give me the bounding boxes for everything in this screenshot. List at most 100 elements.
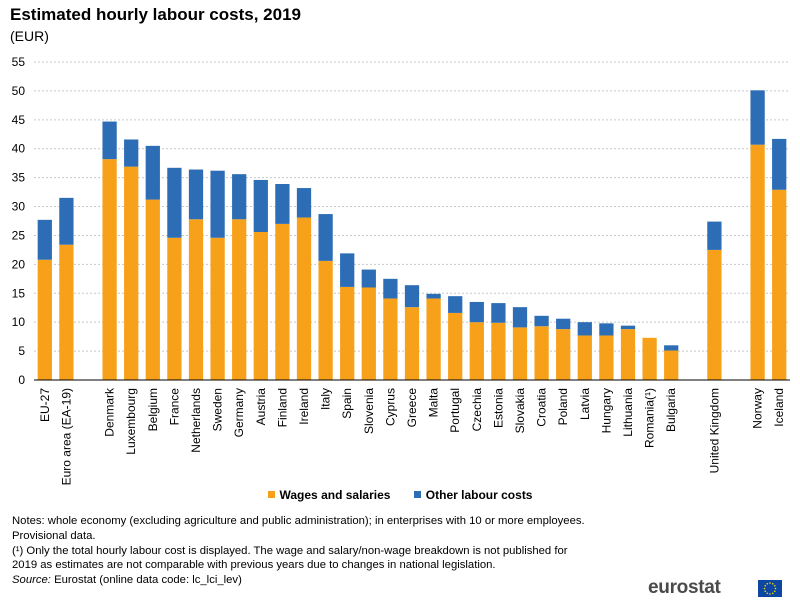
x-tick-label: Bulgaria (664, 388, 678, 432)
bar-other (102, 121, 117, 160)
x-tick-label: Denmark (103, 387, 117, 437)
bar-other (556, 318, 571, 330)
bar-other (383, 278, 398, 299)
x-tick-label: France (167, 388, 181, 426)
legend: Wages and salaries Other labour costs (0, 488, 800, 502)
bar-other (750, 90, 765, 145)
y-tick-label: 10 (12, 315, 26, 329)
bar-wages (102, 159, 117, 380)
chart-subtitle: (EUR) (10, 28, 49, 44)
bar-other (512, 307, 528, 328)
x-tick-label: Spain (340, 388, 354, 419)
source-line: Source: Eurostat (online data code: lc_l… (12, 573, 652, 588)
x-tick-label: Belgium (146, 388, 160, 431)
bar-chart: 0 5 10 15 20 25 30 35 40 45 50 55 EU-27 Euro area (EA… (12, 55, 790, 485)
bar-other (210, 170, 225, 238)
bar-other (340, 253, 355, 287)
bar-other (59, 197, 74, 245)
bar-wages (750, 144, 765, 380)
y-tick-label: 25 (12, 228, 26, 242)
logo-text: eurostat (648, 577, 721, 598)
x-tick-label: Luxembourg (124, 388, 138, 455)
x-tick-label: Portugal (448, 388, 462, 433)
bar-wages (404, 307, 420, 380)
bar-other (620, 325, 636, 330)
legend-item-wages: Wages and salaries (267, 488, 391, 502)
x-tick-label: Slovenia (362, 388, 376, 434)
bar-wages (534, 326, 549, 380)
bar-other (448, 296, 463, 313)
bar-other (599, 323, 614, 336)
bar-wages (275, 223, 290, 380)
bar-other (167, 167, 182, 238)
x-tick-label: Latvia (578, 388, 592, 420)
bar-wages (707, 249, 722, 380)
bar-other (37, 219, 52, 260)
legend-label-wages: Wages and salaries (279, 488, 391, 502)
x-tick-label: Greece (405, 388, 419, 428)
bar-other (664, 345, 679, 351)
eurostat-logo: eurostat (648, 577, 788, 599)
x-tick-label: Norway (751, 388, 765, 429)
bar-other (145, 145, 160, 200)
x-tick-label: Lithuania (621, 388, 635, 437)
x-tick-label: Estonia (491, 388, 505, 428)
x-tick-label: Romania(¹) (643, 388, 657, 448)
note-line-4: 2019 as estimates are not comparable wit… (12, 559, 496, 572)
bar-other (404, 285, 420, 308)
x-tick-label: Hungary (599, 388, 613, 433)
note-line-3: (¹) Only the total hourly labour cost is… (12, 544, 568, 557)
bar-wages (124, 166, 139, 380)
y-tick-label: 15 (12, 286, 26, 300)
eu-flag-icon (758, 580, 782, 597)
bar-other (577, 322, 592, 336)
bar-other (491, 303, 506, 323)
x-tick-label: Czechia (470, 388, 484, 432)
x-tick-label: Italy (319, 388, 333, 410)
bar-wages (383, 298, 398, 380)
x-tick-label: EU-27 (38, 388, 52, 422)
notes: Notes: whole economy (excluding agricult… (12, 514, 652, 588)
bar-wages (772, 189, 787, 380)
bar-other (232, 174, 247, 220)
legend-item-other: Other labour costs (413, 488, 532, 502)
bar-other (534, 315, 549, 327)
bar-other (707, 221, 722, 250)
y-tick-label: 55 (12, 55, 26, 69)
bar-other (188, 169, 204, 220)
x-tick-label: Poland (556, 388, 570, 425)
source-label: Source: (12, 574, 51, 587)
x-tick-label: Netherlands (189, 388, 203, 453)
x-tick-label: Sweden (211, 388, 225, 431)
bar-wages (361, 287, 376, 380)
y-tick-label: 20 (12, 257, 26, 271)
bar-other (253, 179, 268, 232)
bar-wages (426, 298, 441, 380)
bar-wages (620, 329, 636, 380)
x-tick-label: Cyprus (383, 388, 397, 426)
x-tick-label: Austria (254, 388, 268, 426)
legend-swatch-other (413, 491, 421, 499)
y-tick-label: 40 (12, 142, 26, 156)
bar-wages (340, 286, 355, 380)
bar-wages (59, 244, 74, 380)
bar-wages (512, 327, 528, 380)
bar-wages (296, 217, 312, 380)
bar-wages (167, 237, 182, 380)
bar-wages (253, 231, 268, 380)
x-tick-label: United Kingdom (707, 388, 721, 473)
legend-swatch-wages (267, 491, 275, 499)
x-tick-label: Iceland (772, 388, 786, 427)
x-tick-label: Euro area (EA-19) (59, 388, 73, 485)
source-text: Eurostat (online data code: lc_lci_lev) (50, 574, 242, 587)
bar-wages (210, 237, 225, 380)
bar-other (772, 138, 787, 190)
bar-wages (642, 337, 657, 380)
bar-wages (469, 322, 484, 380)
bar-wages (188, 219, 204, 380)
x-tick-label: Ireland (297, 388, 311, 425)
bar-other (296, 188, 312, 218)
y-tick-label: 0 (18, 373, 25, 387)
bar-other (361, 269, 376, 288)
bar-wages (664, 350, 679, 380)
